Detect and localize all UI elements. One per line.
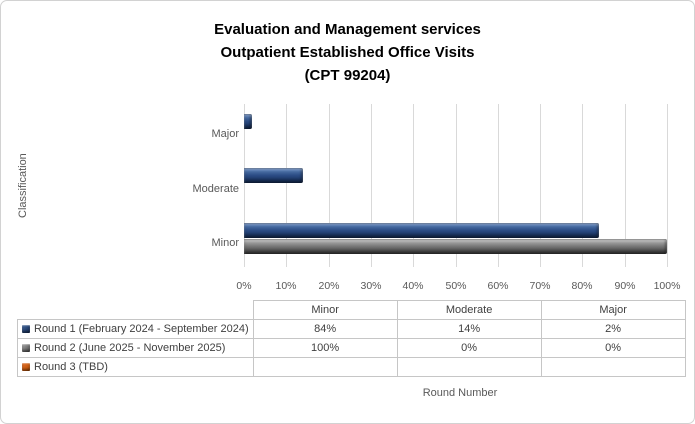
bar-series-2-minor	[244, 239, 667, 254]
value-cell: 14%	[396, 319, 542, 339]
gridline	[667, 104, 668, 267]
x-axis-title: Round Number	[422, 387, 498, 399]
table-header-row: Minor Moderate Major	[18, 300, 686, 320]
x-tick-label: 0%	[236, 280, 252, 292]
gridline	[625, 104, 626, 267]
chart-title-line-3: (CPT 99204)	[304, 67, 391, 84]
value-cell: 0%	[540, 338, 686, 358]
table-corner-cell	[18, 301, 254, 320]
column-header-major: Major	[540, 300, 686, 320]
value-cell: 0%	[396, 338, 542, 358]
table-row: Round 2 (June 2025 - November 2025) 100% 0…	[17, 338, 686, 358]
plot-area: Major Moderate Minor	[193, 104, 668, 267]
gridline	[244, 104, 245, 267]
gridline	[582, 104, 583, 267]
gridline	[540, 104, 541, 267]
gridline	[329, 104, 330, 267]
x-tick-label: 100%	[653, 280, 681, 292]
x-tick-label: 60%	[487, 280, 509, 292]
bar-series-1-minor	[244, 223, 599, 238]
legend-key-icon	[22, 325, 30, 333]
column-header-minor: Minor	[252, 300, 398, 320]
gridline	[498, 104, 499, 267]
x-tick-label: 30%	[360, 280, 382, 292]
x-tick-label: 40%	[402, 280, 424, 292]
series-label: Round 2 (June 2025 - November 2025)	[17, 338, 254, 358]
x-tick-label: 10%	[275, 280, 297, 292]
x-tick-label: 70%	[529, 280, 551, 292]
column-header-moderate: Moderate	[396, 300, 542, 320]
value-cell	[396, 357, 542, 377]
data-table-body: Minor Moderate Major Round 1 (February 2024…	[17, 300, 686, 377]
x-tick-label: 90%	[614, 280, 636, 292]
category-label-major: Major	[211, 128, 239, 140]
series-label: Round 3 (TBD)	[17, 357, 254, 377]
x-axis-ticks: 0% 10% 20% 30% 40% 50% 60% 70% 80% 90% 100%	[236, 280, 680, 294]
bar-series-1-moderate	[244, 168, 303, 183]
value-cell	[540, 357, 686, 377]
category-label-minor: Minor	[211, 237, 239, 249]
legend-key-icon	[22, 363, 30, 371]
x-tick-label: 20%	[318, 280, 340, 292]
value-cell: 84%	[252, 319, 398, 339]
legend-key-icon	[22, 344, 30, 352]
chart-title-line-2: Outpatient Established Office Visits	[220, 44, 475, 61]
chart-title-line-1: Evaluation and Management services	[214, 21, 481, 38]
value-cell: 2%	[540, 319, 686, 339]
value-cell	[252, 357, 398, 377]
data-table: Minor Moderate Major Round 1 (February 2024…	[17, 300, 686, 377]
y-axis-title: Classification	[17, 153, 29, 218]
series-label: Round 1 (February 2024 - September 2024)	[17, 319, 254, 339]
gridline	[286, 104, 287, 267]
table-row: Round 1 (February 2024 - September 2024)…	[17, 319, 686, 339]
gridline	[413, 104, 414, 267]
value-cell: 100%	[252, 338, 398, 358]
table-row: Round 3 (TBD)	[17, 357, 686, 377]
gridline	[371, 104, 372, 267]
x-tick-label: 80%	[571, 280, 593, 292]
chart-title: Evaluation and Management services Outpa…	[1, 18, 694, 87]
bar-series-1-major	[244, 114, 252, 129]
category-label-moderate: Moderate	[192, 183, 239, 195]
x-tick-label: 50%	[445, 280, 467, 292]
gridline	[456, 104, 457, 267]
